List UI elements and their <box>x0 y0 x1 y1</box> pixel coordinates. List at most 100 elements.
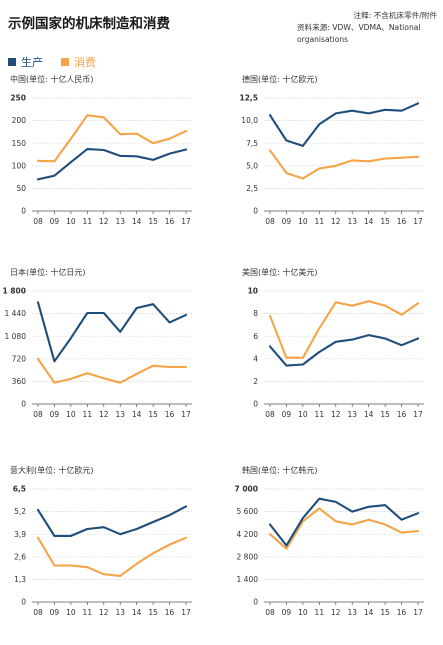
chart-germany: 德国(单位: 十亿欧元) 0 2,5 5,0 7,5 10,0 12,5 08 09 10 11 12… <box>239 74 424 226</box>
data-point-consumption <box>367 300 370 302</box>
data-point-consumption <box>70 564 72 567</box>
x-tick-label: 14 <box>364 217 374 226</box>
x-tick-label: 14 <box>132 608 142 617</box>
data-point-consumption <box>152 364 154 367</box>
data-point-production <box>119 533 122 535</box>
data-point-production <box>318 497 321 500</box>
y-tick-label: 2,6 <box>14 552 26 561</box>
data-point-consumption <box>135 132 138 135</box>
y-tick-label: 360 <box>12 377 27 386</box>
x-tick-label: 15 <box>148 217 158 226</box>
x-tick-label: 14 <box>132 410 142 419</box>
data-point-consumption <box>269 533 271 535</box>
data-point-production <box>367 334 370 336</box>
y-tick-label: 50 <box>16 184 26 193</box>
y-tick-label: 720 <box>12 354 27 363</box>
data-point-production <box>367 112 370 115</box>
y-tick-label: 7,5 <box>246 139 258 148</box>
y-tick-label: 1 400 <box>237 575 259 584</box>
data-point-consumption <box>334 165 337 167</box>
chart-title: 意大利(单位: 十亿欧元) <box>10 465 93 475</box>
x-tick-label: 12 <box>99 608 109 617</box>
x-tick-label: 17 <box>413 217 423 226</box>
data-point-consumption <box>185 130 187 132</box>
data-point-production <box>384 504 386 506</box>
data-point-consumption <box>302 177 304 180</box>
x-tick-label: 12 <box>331 410 341 419</box>
chart-title: 德国(单位: 十亿欧元) <box>242 74 317 84</box>
x-tick-label: 16 <box>165 410 175 419</box>
data-point-consumption <box>102 377 105 380</box>
data-point-consumption <box>318 167 321 170</box>
y-tick-label: 0 <box>21 400 26 409</box>
data-point-consumption <box>285 547 288 550</box>
data-point-production <box>417 102 419 105</box>
data-point-production <box>53 174 56 177</box>
data-point-consumption <box>400 313 403 316</box>
x-tick-label: 13 <box>115 608 125 617</box>
x-tick-label: 15 <box>380 217 390 226</box>
y-tick-label: 250 <box>10 94 26 103</box>
data-point-production <box>86 148 89 150</box>
x-tick-label: 15 <box>148 608 158 617</box>
data-point-consumption <box>152 552 154 555</box>
data-point-production <box>334 112 337 115</box>
legend-swatch-production <box>8 58 16 66</box>
series-line-consumption <box>268 149 420 180</box>
data-point-consumption <box>53 564 56 567</box>
data-point-consumption <box>119 575 122 577</box>
data-point-production <box>37 509 39 511</box>
data-point-production <box>86 528 89 530</box>
data-point-production <box>86 312 89 314</box>
x-tick-label: 17 <box>413 608 423 617</box>
chart-japan: 日本(单位: 十亿日元) 0 360 720 1 080 1 440 1 800 08 09 10… <box>3 267 192 419</box>
x-tick-label: 08 <box>33 410 43 419</box>
data-point-production <box>334 341 337 343</box>
data-point-production <box>367 505 370 508</box>
data-point-production <box>53 535 56 537</box>
data-point-production <box>334 501 337 503</box>
data-point-production <box>400 344 403 347</box>
y-tick-label: 4 <box>253 354 258 363</box>
x-tick-label: 12 <box>99 410 109 419</box>
data-point-production <box>185 505 187 508</box>
y-tick-label: 1 080 <box>5 332 27 341</box>
data-point-production <box>318 123 321 126</box>
chart-usa: 美国(单位: 十亿美元) 0 2 4 6 8 10 08 09 10 11 12 13 14 15 16 17 <box>242 267 424 419</box>
data-point-production <box>152 303 154 305</box>
data-point-production <box>269 523 271 526</box>
data-point-consumption <box>302 520 304 523</box>
data-point-production <box>400 518 403 521</box>
data-point-consumption <box>417 155 419 158</box>
data-point-production <box>70 337 72 339</box>
data-point-production <box>185 148 187 151</box>
x-tick-label: 12 <box>331 608 341 617</box>
x-tick-label: 08 <box>265 217 275 226</box>
data-point-consumption <box>168 543 171 546</box>
x-tick-label: 14 <box>364 410 374 419</box>
x-tick-label: 09 <box>50 410 60 419</box>
data-point-consumption <box>37 358 39 360</box>
data-point-consumption <box>70 137 72 140</box>
x-tick-label: 11 <box>83 217 93 226</box>
data-point-production <box>135 528 138 530</box>
data-point-consumption <box>384 157 386 160</box>
data-point-production <box>102 312 105 314</box>
data-point-production <box>269 345 271 348</box>
chart-korea: 韩国(单位: 十亿韩元) 0 1 400 2 800 4 200 5 600 7 000 08… <box>235 465 424 617</box>
legend-label-consumption: 消费 <box>74 56 96 69</box>
data-point-production <box>70 535 72 537</box>
data-point-consumption <box>168 137 171 140</box>
y-tick-label: 6,5 <box>13 485 26 494</box>
x-tick-label: 10 <box>298 608 308 617</box>
data-point-production <box>318 351 321 353</box>
y-tick-label: 12,5 <box>239 94 258 103</box>
data-point-production <box>119 155 122 157</box>
data-point-consumption <box>102 116 105 119</box>
legend-label-production: 生产 <box>21 56 43 69</box>
data-point-consumption <box>53 381 56 384</box>
data-point-consumption <box>367 518 370 521</box>
data-point-production <box>70 161 72 163</box>
data-point-consumption <box>318 507 321 510</box>
x-tick-label: 15 <box>148 410 158 419</box>
